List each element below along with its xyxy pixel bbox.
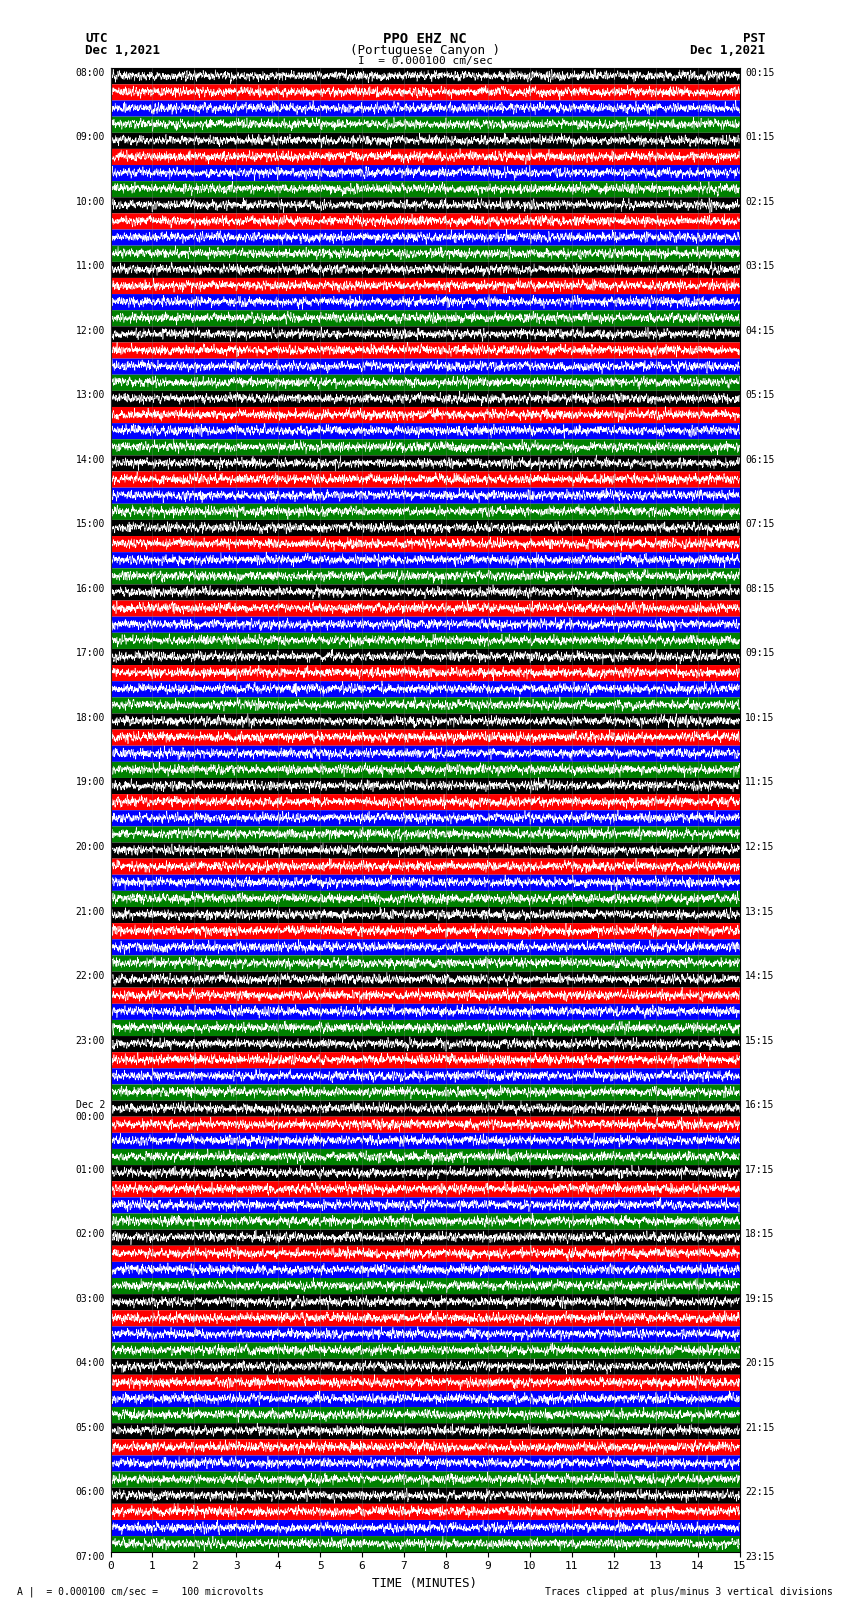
Text: 07:00: 07:00 bbox=[76, 1552, 105, 1561]
Text: 16:00: 16:00 bbox=[76, 584, 105, 594]
Text: PPO EHZ NC: PPO EHZ NC bbox=[383, 32, 467, 47]
Text: 09:00: 09:00 bbox=[76, 132, 105, 142]
Text: Dec 1,2021: Dec 1,2021 bbox=[85, 44, 160, 56]
Text: 00:15: 00:15 bbox=[745, 68, 774, 77]
Text: 15:15: 15:15 bbox=[745, 1036, 774, 1045]
Text: Dec 2
00:00: Dec 2 00:00 bbox=[76, 1100, 105, 1121]
Text: 01:15: 01:15 bbox=[745, 132, 774, 142]
Text: 13:00: 13:00 bbox=[76, 390, 105, 400]
Text: Dec 1,2021: Dec 1,2021 bbox=[690, 44, 765, 56]
Text: 05:15: 05:15 bbox=[745, 390, 774, 400]
Text: I  = 0.000100 cm/sec: I = 0.000100 cm/sec bbox=[358, 56, 492, 66]
Text: 04:15: 04:15 bbox=[745, 326, 774, 336]
Text: 03:00: 03:00 bbox=[76, 1294, 105, 1303]
Text: 18:15: 18:15 bbox=[745, 1229, 774, 1239]
Text: 10:00: 10:00 bbox=[76, 197, 105, 206]
Text: 01:00: 01:00 bbox=[76, 1165, 105, 1174]
Text: 19:00: 19:00 bbox=[76, 777, 105, 787]
Text: 08:00: 08:00 bbox=[76, 68, 105, 77]
Text: 20:00: 20:00 bbox=[76, 842, 105, 852]
Text: 07:15: 07:15 bbox=[745, 519, 774, 529]
Text: 17:00: 17:00 bbox=[76, 648, 105, 658]
Text: 21:15: 21:15 bbox=[745, 1423, 774, 1432]
Text: 02:15: 02:15 bbox=[745, 197, 774, 206]
Text: 06:15: 06:15 bbox=[745, 455, 774, 465]
Text: 05:00: 05:00 bbox=[76, 1423, 105, 1432]
Text: 23:15: 23:15 bbox=[745, 1552, 774, 1561]
Text: 21:00: 21:00 bbox=[76, 907, 105, 916]
Text: 11:15: 11:15 bbox=[745, 777, 774, 787]
Text: 11:00: 11:00 bbox=[76, 261, 105, 271]
Text: 04:00: 04:00 bbox=[76, 1358, 105, 1368]
Text: 13:15: 13:15 bbox=[745, 907, 774, 916]
Text: 17:15: 17:15 bbox=[745, 1165, 774, 1174]
Text: UTC: UTC bbox=[85, 32, 107, 45]
Text: 03:15: 03:15 bbox=[745, 261, 774, 271]
Text: 14:15: 14:15 bbox=[745, 971, 774, 981]
Text: 09:15: 09:15 bbox=[745, 648, 774, 658]
Text: 14:00: 14:00 bbox=[76, 455, 105, 465]
Text: 10:15: 10:15 bbox=[745, 713, 774, 723]
Text: 20:15: 20:15 bbox=[745, 1358, 774, 1368]
Text: 12:15: 12:15 bbox=[745, 842, 774, 852]
Text: 18:00: 18:00 bbox=[76, 713, 105, 723]
Text: A |  = 0.000100 cm/sec =    100 microvolts: A | = 0.000100 cm/sec = 100 microvolts bbox=[17, 1586, 264, 1597]
Text: 12:00: 12:00 bbox=[76, 326, 105, 336]
Text: Traces clipped at plus/minus 3 vertical divisions: Traces clipped at plus/minus 3 vertical … bbox=[545, 1587, 833, 1597]
Text: PST: PST bbox=[743, 32, 765, 45]
Text: 16:15: 16:15 bbox=[745, 1100, 774, 1110]
X-axis label: TIME (MINUTES): TIME (MINUTES) bbox=[372, 1578, 478, 1590]
Text: 23:00: 23:00 bbox=[76, 1036, 105, 1045]
Text: (Portuguese Canyon ): (Portuguese Canyon ) bbox=[350, 44, 500, 56]
Text: 08:15: 08:15 bbox=[745, 584, 774, 594]
Text: 22:15: 22:15 bbox=[745, 1487, 774, 1497]
Text: 22:00: 22:00 bbox=[76, 971, 105, 981]
Text: 02:00: 02:00 bbox=[76, 1229, 105, 1239]
Text: 15:00: 15:00 bbox=[76, 519, 105, 529]
Text: 06:00: 06:00 bbox=[76, 1487, 105, 1497]
Text: 19:15: 19:15 bbox=[745, 1294, 774, 1303]
